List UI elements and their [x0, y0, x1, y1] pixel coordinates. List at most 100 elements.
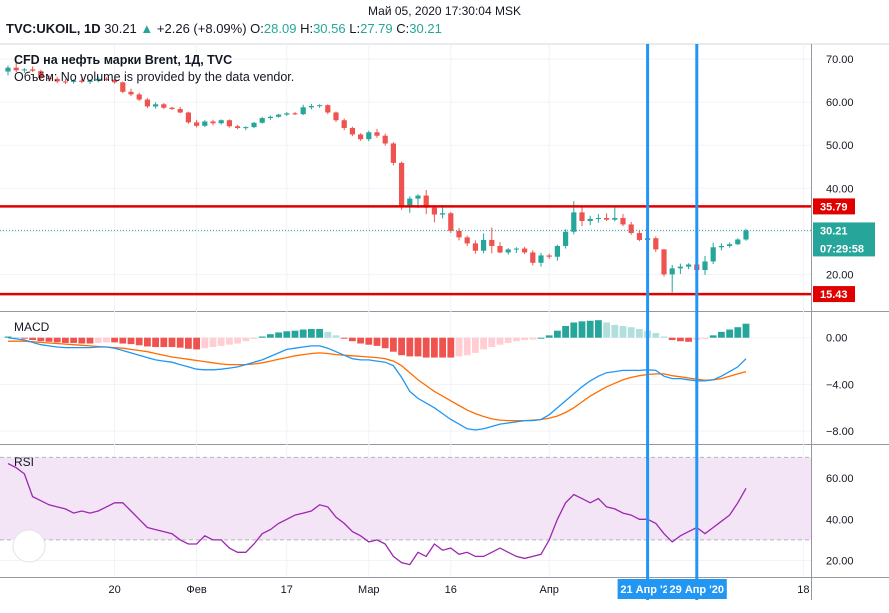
candle-body[interactable] [13, 67, 19, 71]
candle-body[interactable] [390, 143, 396, 163]
candle-body[interactable] [267, 116, 273, 119]
candle-body[interactable] [358, 134, 364, 140]
candle-body[interactable] [349, 127, 355, 135]
candle-body[interactable] [38, 71, 44, 79]
candle-body[interactable] [54, 78, 60, 82]
rsi-title[interactable]: RSI [14, 455, 35, 469]
candle-body[interactable] [423, 195, 429, 208]
candle-body[interactable] [366, 132, 372, 140]
candle-body[interactable] [743, 230, 749, 240]
candle-body[interactable] [30, 69, 36, 71]
candle-body[interactable] [144, 99, 150, 107]
candle-body[interactable] [284, 113, 290, 115]
macd-histogram-bar [603, 322, 610, 338]
candle-body[interactable] [546, 255, 552, 257]
candle-body[interactable] [161, 104, 167, 108]
candle-body[interactable] [587, 218, 593, 221]
candle-body[interactable] [513, 248, 519, 250]
candle-body[interactable] [251, 122, 257, 128]
time-axis-highlight-label: 29 Апр '20 [670, 584, 725, 596]
candle-body[interactable] [727, 244, 733, 246]
candle-body[interactable] [464, 237, 470, 244]
candle-body[interactable] [604, 217, 610, 220]
candle-body[interactable] [79, 80, 85, 82]
candle-body[interactable] [628, 224, 634, 234]
candle-body[interactable] [317, 105, 323, 107]
candle-body[interactable] [194, 122, 200, 126]
time-axis-label: 20 [108, 584, 120, 596]
candle-body[interactable] [21, 69, 27, 71]
candle-body[interactable] [481, 239, 487, 251]
candle-body[interactable] [210, 121, 216, 124]
candle-body[interactable] [530, 252, 536, 263]
candle-body[interactable] [677, 266, 683, 269]
candle-body[interactable] [718, 245, 724, 248]
candle-body[interactable] [636, 233, 642, 240]
macd-title[interactable]: MACD [14, 320, 50, 334]
candle-body[interactable] [563, 231, 569, 246]
candle-body[interactable] [243, 127, 249, 129]
candle-body[interactable] [120, 82, 126, 92]
candle-body[interactable] [374, 132, 380, 136]
candle-body[interactable] [325, 105, 331, 113]
candle-body[interactable] [292, 113, 298, 115]
candle-body[interactable] [112, 79, 118, 83]
candle-body[interactable] [522, 248, 528, 253]
rsi-line[interactable] [7, 463, 747, 566]
candle-body[interactable] [177, 109, 183, 113]
candle-body[interactable] [489, 239, 495, 246]
candle-body[interactable] [259, 118, 265, 123]
candle-body[interactable] [128, 91, 134, 95]
candle-body[interactable] [202, 121, 208, 126]
macd-signal-line[interactable] [8, 340, 747, 422]
candle-body[interactable] [333, 112, 339, 121]
legend-title[interactable]: CFD на нефть марки Brent, 1Д, TVC [14, 53, 233, 67]
candle-body[interactable] [686, 264, 692, 267]
candle-body[interactable] [579, 212, 585, 221]
candle-body[interactable] [595, 217, 601, 219]
symbol-label[interactable]: TVC:UKOIL, 1D [6, 21, 101, 36]
candle-body[interactable] [218, 120, 224, 124]
candle-body[interactable] [136, 94, 142, 100]
candle-body[interactable] [415, 195, 421, 199]
candle-body[interactable] [169, 107, 175, 110]
candle-body[interactable] [710, 247, 716, 262]
candle-body[interactable] [341, 120, 347, 128]
candle-body[interactable] [276, 114, 282, 117]
candle-body[interactable] [5, 67, 11, 72]
candle-body[interactable] [62, 81, 68, 83]
candle-body[interactable] [382, 135, 388, 144]
candle-body[interactable] [554, 245, 560, 257]
candle-body[interactable] [71, 80, 77, 82]
candle-body[interactable] [440, 213, 446, 215]
candle-body[interactable] [407, 198, 413, 206]
candle-body[interactable] [95, 78, 101, 81]
candle-body[interactable] [308, 106, 314, 108]
candle-body[interactable] [612, 217, 618, 220]
candle-body[interactable] [87, 80, 93, 82]
candle-body[interactable] [448, 213, 454, 231]
candle-body[interactable] [620, 217, 626, 225]
candle-body[interactable] [472, 243, 478, 251]
candle-body[interactable] [46, 78, 52, 80]
macd-line[interactable] [7, 337, 747, 431]
candle-body[interactable] [103, 78, 109, 80]
candle-body[interactable] [735, 239, 741, 245]
candle-body[interactable] [538, 255, 544, 263]
candle-body[interactable] [571, 212, 577, 232]
candle-body[interactable] [669, 268, 675, 275]
candle-body[interactable] [497, 245, 503, 253]
candle-body[interactable] [235, 126, 241, 128]
candle-body[interactable] [456, 230, 462, 238]
candle-body[interactable] [661, 249, 667, 275]
candle-body[interactable] [399, 162, 405, 206]
candle-body[interactable] [653, 238, 659, 250]
candle-body[interactable] [153, 104, 159, 107]
candle-body[interactable] [431, 207, 437, 215]
candle-body[interactable] [300, 107, 306, 115]
candle-body[interactable] [226, 120, 232, 127]
candle-body[interactable] [702, 261, 708, 271]
candle-body[interactable] [185, 112, 191, 123]
candle-body[interactable] [505, 249, 511, 253]
